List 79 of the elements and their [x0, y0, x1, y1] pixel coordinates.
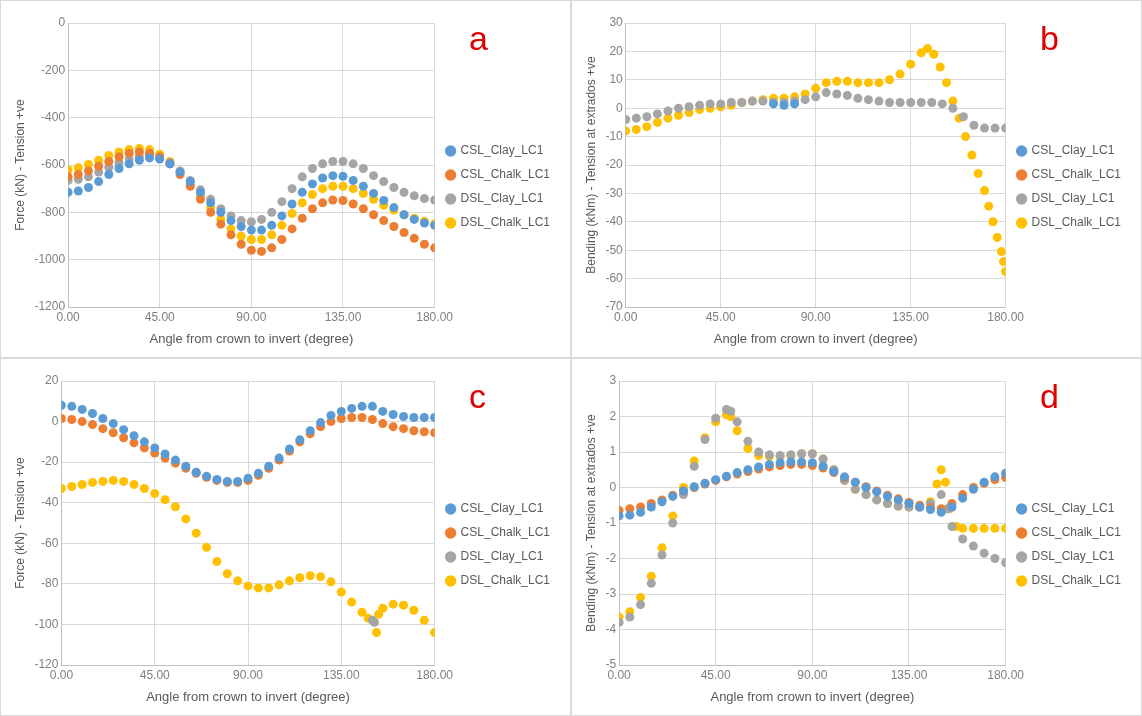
legend-label: DSL_Chalk_LC1 [460, 215, 551, 230]
y-tick-label: -40 [41, 495, 59, 510]
y-tick-label: 0 [616, 100, 624, 115]
x-tick-label: 0.00 [49, 667, 74, 682]
y-axis-title: Force (kN) - Tension +ve [12, 456, 27, 589]
y-axis-title: Bending (kNm) - Tension at extrados +ve [583, 55, 598, 274]
y-tick-label: 3 [609, 373, 617, 388]
y-tick-label: -2 [605, 550, 617, 565]
legend-label: CSL_Clay_LC1 [1031, 143, 1115, 158]
legend-label: CSL_Clay_LC1 [460, 143, 544, 158]
legend-label: CSL_Clay_LC1 [1031, 501, 1115, 516]
x-tick-label: 45.00 [700, 667, 732, 682]
y-tick-label: -1000 [34, 251, 66, 266]
y-tick-label: 20 [609, 43, 624, 58]
chart-title: a [469, 19, 488, 58]
y-tick-label: 20 [45, 373, 59, 388]
chart-title: c [469, 377, 486, 416]
x-tick-label: 45.00 [144, 309, 176, 324]
y-tick-label: 0 [51, 413, 59, 428]
x-axis-title: Angle from crown to invert (degree) [710, 688, 915, 704]
y-tick-label: -100 [34, 616, 59, 631]
y-axis-title: Bending (kNm) - Tension at extrados +ve [583, 413, 598, 632]
y-tick-label: -1 [605, 515, 617, 530]
x-tick-label: 180.00 [416, 309, 454, 324]
x-tick-label: 135.00 [890, 667, 928, 682]
x-tick-label: 135.00 [324, 309, 362, 324]
x-tick-label: 45.00 [139, 667, 171, 682]
legend-label: DSL_Clay_LC1 [460, 191, 544, 206]
y-tick-label: -200 [41, 62, 66, 77]
x-tick-label: 180.00 [416, 667, 454, 682]
y-tick-label: -40 [605, 214, 624, 229]
legend-label: DSL_Clay_LC1 [1031, 549, 1115, 564]
x-tick-label: 45.00 [705, 309, 737, 324]
legend-label: CSL_Chalk_LC1 [1031, 167, 1122, 182]
y-tick-label: -20 [605, 157, 624, 172]
chart-title: d [1040, 377, 1059, 416]
y-tick-label: -3 [605, 586, 617, 601]
x-tick-label: 0.00 [607, 667, 632, 682]
y-tick-label: -4 [605, 621, 617, 636]
y-tick-label: 30 [609, 15, 624, 30]
y-tick-label: -80 [41, 576, 59, 591]
legend-label: DSL_Chalk_LC1 [460, 573, 551, 588]
x-axis-title: Angle from crown to invert (degree) [146, 688, 350, 704]
x-axis-title: Angle from crown to invert (degree) [713, 330, 918, 346]
legend-label: DSL_Chalk_LC1 [1031, 573, 1122, 588]
y-tick-label: 1 [609, 444, 617, 459]
y-tick-label: -60 [605, 270, 624, 285]
y-axis-title: Force (kN) - Tension +ve [12, 98, 27, 231]
x-tick-label: 90.00 [233, 667, 264, 682]
x-tick-label: 90.00 [800, 309, 832, 324]
chart-title: b [1040, 19, 1059, 58]
y-tick-label: -50 [605, 242, 624, 257]
y-tick-label: -600 [41, 157, 66, 172]
y-tick-label: 10 [609, 72, 624, 87]
legend-label: CSL_Chalk_LC1 [460, 167, 551, 182]
y-tick-label: -30 [605, 185, 624, 200]
y-tick-label: -60 [41, 535, 59, 550]
x-tick-label: 90.00 [797, 667, 828, 682]
x-tick-label: 180.00 [987, 667, 1025, 682]
legend-label: CSL_Chalk_LC1 [1031, 525, 1122, 540]
legend-label: DSL_Chalk_LC1 [1031, 215, 1122, 230]
legend-label: DSL_Clay_LC1 [460, 549, 544, 564]
legend-label: CSL_Chalk_LC1 [460, 525, 551, 540]
y-tick-label: -800 [41, 204, 66, 219]
x-axis-title: Angle from crown to invert (degree) [149, 330, 354, 346]
legend-label: CSL_Clay_LC1 [460, 501, 544, 516]
x-tick-label: 90.00 [236, 309, 267, 324]
y-tick-label: 0 [58, 15, 66, 30]
y-tick-label: -20 [41, 454, 59, 469]
legend-label: DSL_Clay_LC1 [1031, 191, 1115, 206]
x-tick-label: 135.00 [892, 309, 930, 324]
y-tick-label: -10 [605, 128, 624, 143]
x-tick-label: 0.00 [614, 309, 638, 324]
x-tick-label: 180.00 [987, 309, 1025, 324]
y-tick-label: 2 [609, 408, 617, 423]
x-tick-label: 135.00 [322, 667, 360, 682]
x-tick-label: 0.00 [56, 309, 81, 324]
y-tick-label: -400 [41, 109, 66, 124]
y-tick-label: 0 [609, 479, 617, 494]
